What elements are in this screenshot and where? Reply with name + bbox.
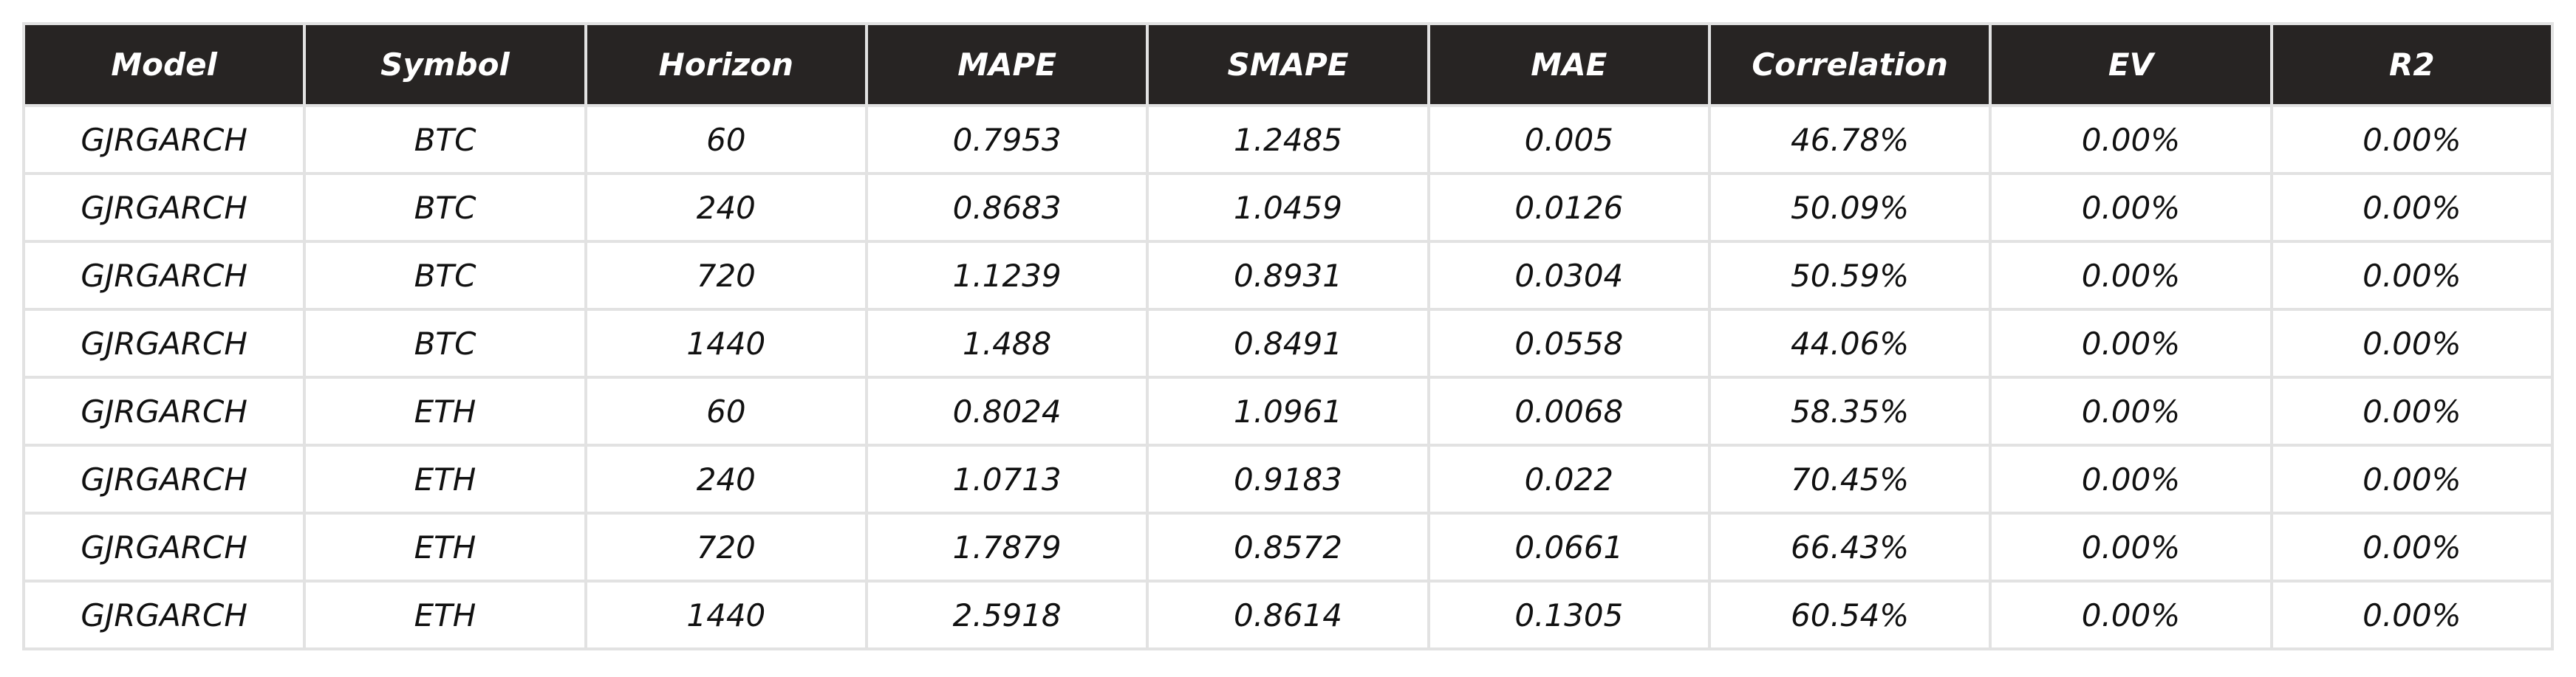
column-header-horizon: Horizon (584, 22, 868, 107)
table-cell-mae: 0.1305 (1427, 580, 1711, 650)
table-cell-ev: 0.00% (1989, 444, 2273, 515)
table-row: GJRGARCH ETH 720 1.7879 0.8572 0.0661 66.43% 0.… (21, 512, 2555, 583)
table-row: GJRGARCH ETH 60 0.8024 1.0961 0.0068 58.35% 0.0… (21, 376, 2555, 447)
table-cell-horizon: 1440 (584, 580, 868, 650)
table-cell-model: GJRGARCH (21, 172, 307, 243)
table-cell-model: GJRGARCH (21, 240, 307, 311)
column-header-correlation: Correlation (1707, 22, 1992, 107)
table-cell-horizon: 240 (584, 444, 868, 515)
table-cell-model: GJRGARCH (21, 512, 307, 583)
table-cell-horizon: 720 (584, 512, 868, 583)
column-header-symbol: Symbol (303, 22, 587, 107)
table-cell-model: GJRGARCH (21, 444, 307, 515)
table-cell-ev: 0.00% (1989, 580, 2273, 650)
table-cell-r2: 0.00% (2269, 104, 2555, 175)
table-cell-horizon: 240 (584, 172, 868, 243)
table-cell-mape: 1.1239 (864, 240, 1149, 311)
table-cell-ev: 0.00% (1989, 308, 2273, 379)
table-cell-symbol: BTC (303, 240, 587, 311)
table-row: GJRGARCH BTC 60 0.7953 1.2485 0.005 46.78% 0.00… (21, 104, 2555, 175)
table-cell-correlation: 66.43% (1707, 512, 1992, 583)
table-row: GJRGARCH BTC 1440 1.488 0.8491 0.0558 44.06% 0.… (21, 308, 2555, 379)
table-cell-mae: 0.022 (1427, 444, 1711, 515)
column-header-ev: EV (1989, 22, 2273, 107)
table-cell-ev: 0.00% (1989, 172, 2273, 243)
table-body: GJRGARCH BTC 60 0.7953 1.2485 0.005 46.78% 0.00… (21, 104, 2555, 650)
table-cell-symbol: BTC (303, 308, 587, 379)
table-cell-symbol: BTC (303, 104, 587, 175)
table-cell-smape: 0.8572 (1146, 512, 1430, 583)
table-cell-correlation: 70.45% (1707, 444, 1992, 515)
table-cell-r2: 0.00% (2269, 512, 2555, 583)
table-cell-horizon: 720 (584, 240, 868, 311)
table-cell-symbol: ETH (303, 376, 587, 447)
table-cell-mape: 0.8683 (864, 172, 1149, 243)
table-cell-mape: 1.0713 (864, 444, 1149, 515)
table-cell-mae: 0.0558 (1427, 308, 1711, 379)
table-cell-mape: 1.7879 (864, 512, 1149, 583)
table-cell-mae: 0.0126 (1427, 172, 1711, 243)
table-cell-smape: 0.8491 (1146, 308, 1430, 379)
table-cell-model: GJRGARCH (21, 308, 307, 379)
table-cell-ev: 0.00% (1989, 104, 2273, 175)
table-cell-model: GJRGARCH (21, 104, 307, 175)
metrics-table: Model Symbol Horizon MAPE SMAPE MAE Correlatio… (21, 22, 2555, 650)
table-cell-smape: 0.9183 (1146, 444, 1430, 515)
table-cell-horizon: 1440 (584, 308, 868, 379)
column-header-r2: R2 (2269, 22, 2555, 107)
header-row: Model Symbol Horizon MAPE SMAPE MAE Correlatio… (21, 22, 2555, 107)
table-cell-correlation: 50.09% (1707, 172, 1992, 243)
table-row: GJRGARCH ETH 1440 2.5918 0.8614 0.1305 60.54% 0… (21, 580, 2555, 650)
table-cell-correlation: 60.54% (1707, 580, 1992, 650)
table-cell-r2: 0.00% (2269, 172, 2555, 243)
table-cell-smape: 0.8614 (1146, 580, 1430, 650)
table-cell-mae: 0.0304 (1427, 240, 1711, 311)
table-cell-correlation: 44.06% (1707, 308, 1992, 379)
table-cell-correlation: 58.35% (1707, 376, 1992, 447)
column-header-mae: MAE (1427, 22, 1711, 107)
table-cell-mape: 1.488 (864, 308, 1149, 379)
table-cell-mape: 2.5918 (864, 580, 1149, 650)
table-cell-mae: 0.0068 (1427, 376, 1711, 447)
table-cell-symbol: ETH (303, 444, 587, 515)
table-cell-smape: 0.8931 (1146, 240, 1430, 311)
table-row: GJRGARCH BTC 720 1.1239 0.8931 0.0304 50.59% 0.… (21, 240, 2555, 311)
table-row: GJRGARCH BTC 240 0.8683 1.0459 0.0126 50.09% 0.… (21, 172, 2555, 243)
table-cell-ev: 0.00% (1989, 512, 2273, 583)
table-cell-r2: 0.00% (2269, 580, 2555, 650)
column-header-model: Model (21, 22, 307, 107)
table-cell-r2: 0.00% (2269, 376, 2555, 447)
table-cell-r2: 0.00% (2269, 308, 2555, 379)
table-header: Model Symbol Horizon MAPE SMAPE MAE Correlatio… (21, 22, 2555, 107)
table-cell-symbol: ETH (303, 512, 587, 583)
table-cell-mae: 0.005 (1427, 104, 1711, 175)
table-cell-correlation: 46.78% (1707, 104, 1992, 175)
column-header-smape: SMAPE (1146, 22, 1430, 107)
table-cell-r2: 0.00% (2269, 444, 2555, 515)
table-cell-smape: 1.2485 (1146, 104, 1430, 175)
table-cell-symbol: ETH (303, 580, 587, 650)
table-row: GJRGARCH ETH 240 1.0713 0.9183 0.022 70.45% 0.0… (21, 444, 2555, 515)
column-header-mape: MAPE (864, 22, 1149, 107)
table-cell-horizon: 60 (584, 104, 868, 175)
table-cell-correlation: 50.59% (1707, 240, 1992, 311)
table-cell-mape: 0.7953 (864, 104, 1149, 175)
table-cell-horizon: 60 (584, 376, 868, 447)
table-cell-r2: 0.00% (2269, 240, 2555, 311)
table-cell-smape: 1.0961 (1146, 376, 1430, 447)
table-cell-model: GJRGARCH (21, 376, 307, 447)
table-cell-smape: 1.0459 (1146, 172, 1430, 243)
table-cell-ev: 0.00% (1989, 240, 2273, 311)
table-cell-mae: 0.0661 (1427, 512, 1711, 583)
table-cell-model: GJRGARCH (21, 580, 307, 650)
table-cell-mape: 0.8024 (864, 376, 1149, 447)
table-cell-ev: 0.00% (1989, 376, 2273, 447)
table-cell-symbol: BTC (303, 172, 587, 243)
